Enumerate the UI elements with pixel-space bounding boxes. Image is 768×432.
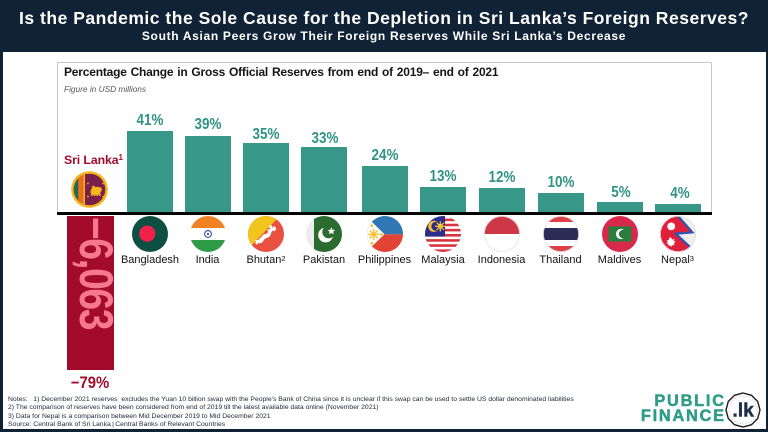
- svg-text:.lk: .lk: [732, 400, 754, 422]
